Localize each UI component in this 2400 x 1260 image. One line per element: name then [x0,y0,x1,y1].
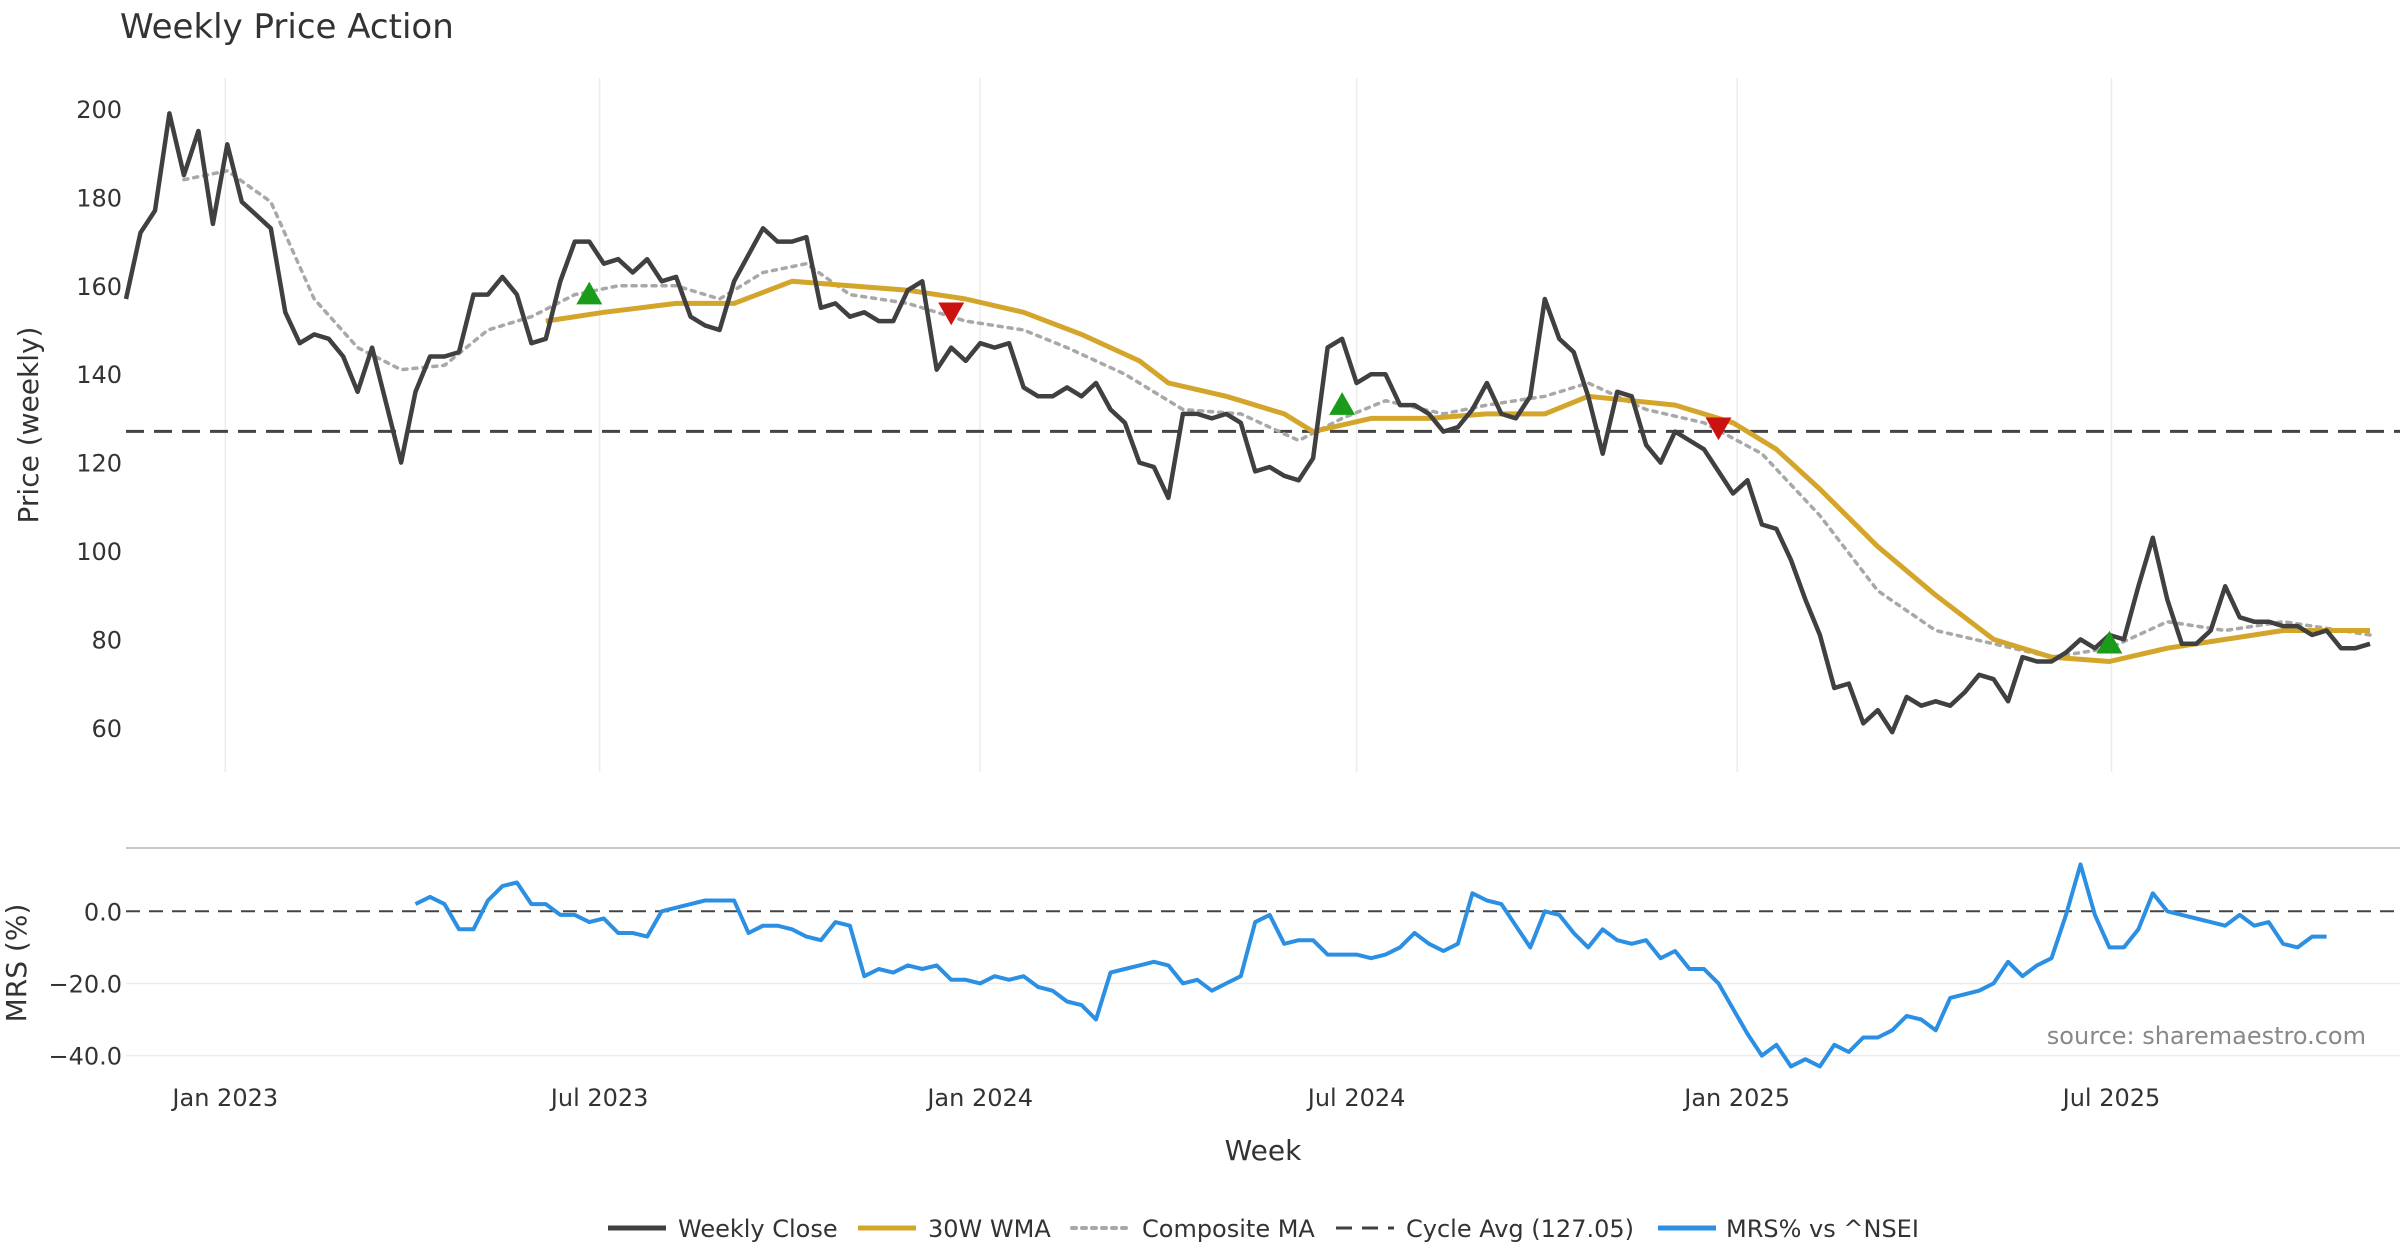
legend-label-cycle-avg: Cycle Avg (127.05) [1406,1215,1634,1243]
x-tick-label: Jul 2024 [1306,1084,1406,1112]
legend-label-composite-ma: Composite MA [1142,1215,1315,1243]
signal-markers [576,281,2123,654]
x-tick-label: Jul 2025 [2061,1084,2161,1112]
x-axis: Jan 2023 Jul 2023 Jan 2024 Jul 2024 Jan 2025… [170,1084,2160,1112]
x-tick-label: Jan 2024 [925,1084,1033,1112]
series-composite-ma [182,168,2372,659]
source-label: source: sharemaestro.com [2047,1022,2366,1050]
sell-signal-marker [1705,417,1732,441]
mrs-y-tick-label: −40.0 [48,1043,122,1071]
price-y-tick-label: 100 [76,538,122,566]
legend-item-weekly-close: Weekly Close [608,1215,838,1243]
sell-signal-marker [938,302,965,326]
price-y-tick-label: 140 [76,361,122,389]
buy-signal-marker [2096,630,2123,654]
series-weekly-close [123,111,2371,735]
legend: Weekly Close 30W WMA Composite MA Cycle … [608,1215,1919,1243]
legend-label-mrs: MRS% vs ^NSEI [1726,1215,1919,1243]
x-tick-label: Jan 2025 [1682,1084,1790,1112]
mrs-grid [126,982,2400,1057]
price-y-tick-label: 60 [91,715,122,743]
buy-signal-marker [1329,392,1356,415]
mrs-y-axis: 0.0 −20.0 −40.0 [48,898,122,1070]
legend-label-weekly-close: Weekly Close [678,1215,838,1243]
legend-item-cycle-avg: Cycle Avg (127.05) [1336,1215,1634,1243]
mrs-y-label: MRS (%) [0,904,33,1023]
buy-signal-marker [576,281,603,305]
legend-item-30w-wma: 30W WMA [858,1215,1051,1243]
chart-title: Weekly Price Action [120,7,454,47]
legend-label-30w-wma: 30W WMA [928,1215,1051,1243]
mrs-y-tick-label: −20.0 [48,970,122,998]
price-y-tick-label: 80 [91,626,122,654]
legend-item-mrs: MRS% vs ^NSEI [1658,1215,1919,1243]
series-mrs [414,862,2327,1069]
x-axis-label: Week [1225,1134,1302,1167]
price-y-tick-label: 180 [76,184,122,212]
x-tick-label: Jul 2023 [549,1084,649,1112]
price-y-tick-label: 120 [76,450,122,478]
x-tick-label: Jan 2023 [170,1084,278,1112]
price-y-tick-label: 200 [76,96,122,124]
mrs-y-tick-label: 0.0 [84,898,122,926]
series-30w-wma [545,278,2370,664]
price-y-axis: 60 80 100 120 140 160 180 200 [76,96,122,743]
legend-item-composite-ma: Composite MA [1070,1215,1315,1243]
price-y-tick-label: 160 [76,273,122,301]
price-y-label: Price (weekly) [12,327,45,524]
